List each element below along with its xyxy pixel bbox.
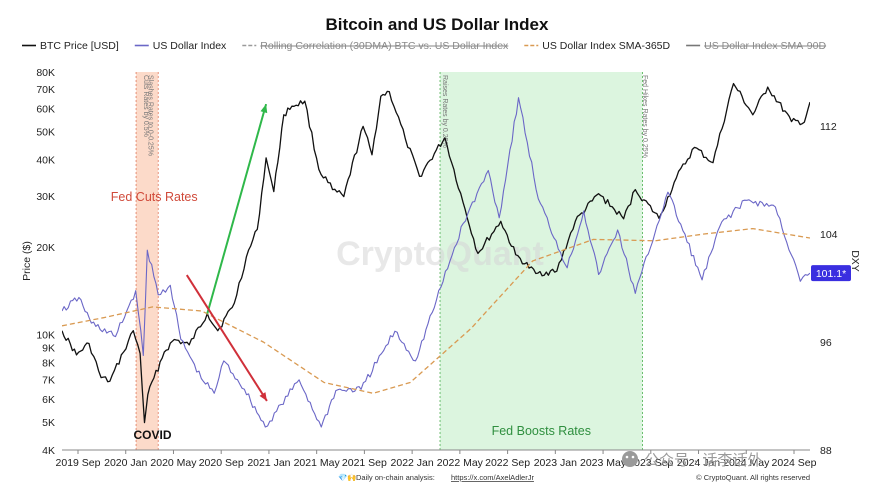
trend-arrow-head-0 [260,104,268,114]
y-left-tick-10: 7K [42,374,55,386]
y-left-tick-12: 5K [42,417,55,429]
footer-source-text: Daily on-chain analysis: [356,473,435,482]
y-left-tick-2: 60K [36,103,55,115]
current-value-badge: 101.1* [811,265,851,282]
footer: 💎🙌 Daily on-chain analysis: https://x.co… [338,451,810,482]
y-left-tick-0: 80K [36,67,55,79]
legend-label-0[interactable]: BTC Price [USD] [40,40,119,52]
y-left-tick-9: 8K [42,358,55,370]
footer-copyright: © CryptoQuant. All rights reserved [696,473,810,482]
x-tick-label-3: 2020 Sep [199,457,244,469]
x-tick-label-7: 2022 Jan [391,457,434,469]
x-tick-label-12: 2023 Sep [628,457,673,469]
wechat-icon [622,451,638,467]
x-tick-label-0: 2019 Sep [56,457,101,469]
current-value-label: 101.1* [816,268,846,280]
chart-title: Bitcoin and US Dollar Index [326,15,549,34]
x-tick-label-14: 2024 May [723,457,770,469]
y-left-tick-5: 30K [36,191,55,203]
legend-label-3[interactable]: US Dollar Index SMA-365D [542,40,670,52]
marker-label-1: Slashes Rates to 0-0.25% [147,75,154,156]
trend-arrow-head-1 [259,392,267,401]
x-tick-label-9: 2022 Sep [485,457,530,469]
legend: BTC Price [USD] US Dollar Index Rolling Co… [22,40,826,52]
y-right-tick-1: 104 [820,229,838,241]
marker-label-2: Raises Rates by 0.25% [441,75,448,148]
y-left-tick-8: 9K [42,343,55,355]
x-tick-label-4: 2021 Jan [247,457,290,469]
x-tick-label-8: 2022 May [437,457,484,469]
y-left-tick-4: 40K [36,154,55,166]
x-tick-label-11: 2023 May [580,457,627,469]
y-right-tick-2: 96 [820,337,832,349]
series-line-0 [62,82,810,424]
gem-icon: 💎🙌 [338,473,357,482]
x-tick-label-1: 2020 Jan [104,457,147,469]
trend-arrow-1 [185,274,268,402]
fed-boosts-label: Fed Boosts Rates [492,424,591,438]
series-line-2 [62,227,810,394]
footer-source-link[interactable]: https://x.com/AxelAdlerJr [451,473,534,482]
y-right-tick-0: 112 [820,121,837,133]
legend-label-1[interactable]: US Dollar Index [153,40,227,52]
legend-label-2[interactable]: Rolling Correlation (30DMA) BTC vs. US D… [260,40,509,52]
y-left-tick-6: 20K [36,242,55,254]
y-left-tick-7: 10K [36,329,55,341]
x-tick-label-10: 2023 Jan [534,457,577,469]
y-left-tick-3: 50K [36,126,55,138]
x-tick-label-6: 2021 Sep [342,457,387,469]
legend-label-4[interactable]: US Dollar Index SMA-90D [704,40,826,52]
y-axis-right-label: DXY [849,250,861,272]
wechat-eye-right [631,455,635,459]
x-tick-label-2: 2020 May [150,457,197,469]
x-tick-label-13: 2024 Jan [677,457,720,469]
fed-cuts-label: Fed Cuts Rates [111,190,198,204]
y-left-tick-13: 4K [42,445,55,457]
shaded-region-1 [440,72,643,450]
y-left-tick-11: 6K [42,394,55,406]
marker-label-3: Fed Hikes Rates by 0.25% [641,75,648,158]
series-line-1 [62,97,810,428]
y-axis-left-label: Price ($) [21,241,33,281]
y-right-tick-3: 88 [820,445,832,457]
x-tick-label-15: 2024 Sep [772,457,817,469]
y-left-tick-1: 70K [36,84,55,96]
wechat-eye-left [625,455,629,459]
social-badge: 公众号 · 话李话外 [644,452,762,469]
watermark: CryptoQuant [336,235,544,273]
x-tick-label-5: 2021 May [294,457,341,469]
trend-arrow-0 [206,103,268,314]
marker-label-0: Cuts Rates by 0.5% [142,75,149,137]
covid-label: COVID [134,428,172,442]
